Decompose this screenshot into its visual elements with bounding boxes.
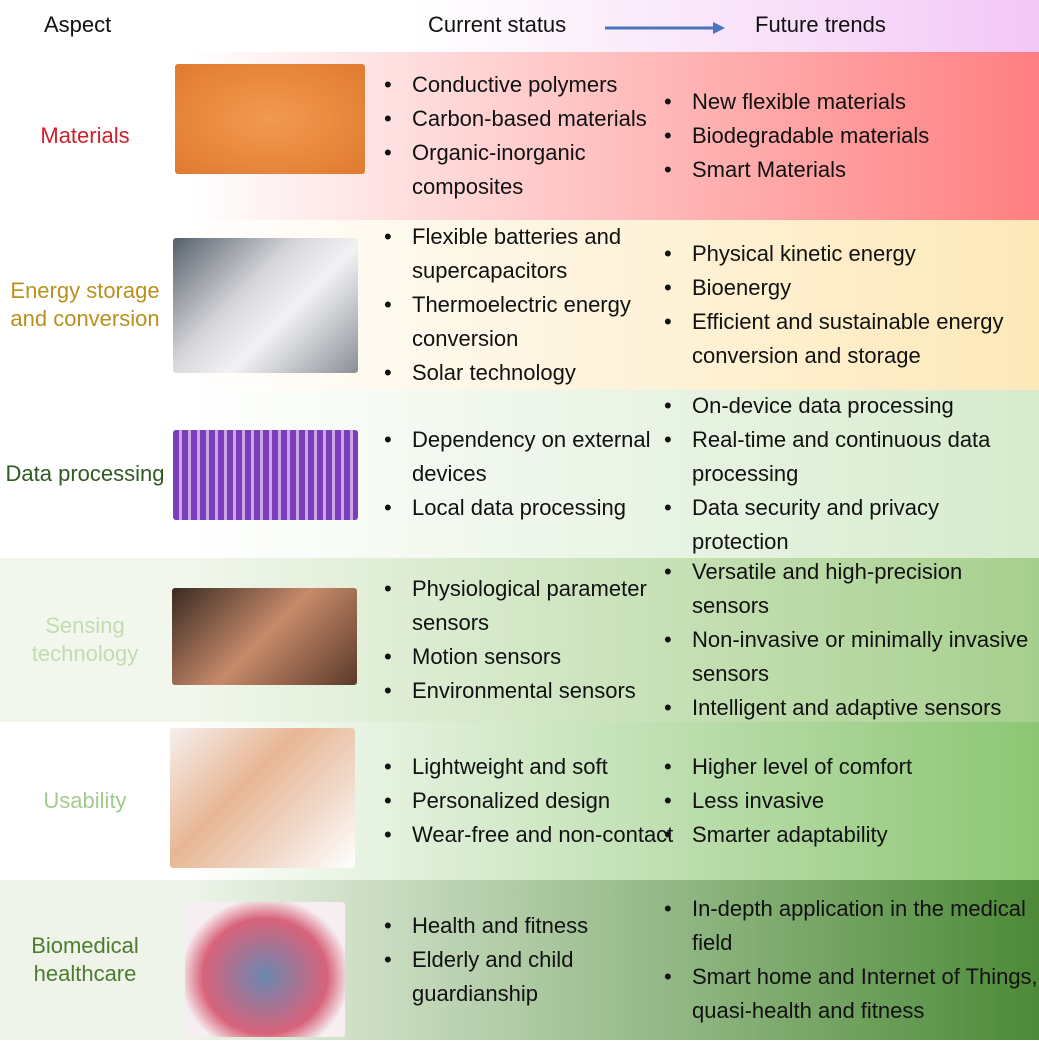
current-status-list: Conductive polymersCarbon-based material… xyxy=(384,52,674,220)
list-item: Higher level of comfort xyxy=(664,750,1039,784)
list-item: Physical kinetic energy xyxy=(664,237,1039,271)
list-item: Data security and privacy protection xyxy=(664,491,1039,559)
row-energy-storage-and-conversion: Energy storage and conversion Flexible ba… xyxy=(0,220,1039,390)
list-item: Personalized design xyxy=(384,784,674,818)
list-item: Biodegradable materials xyxy=(664,119,1039,153)
list-item: Less invasive xyxy=(664,784,1039,818)
flexible-battery-on-arm-image xyxy=(173,238,358,373)
list-item: Intelligent and adaptive sensors xyxy=(664,691,1039,725)
row-biomedical-healthcare: Biomedical healthcare Health and fitnessE… xyxy=(0,880,1039,1040)
row-data-processing: Data processing Dependency on external de… xyxy=(0,389,1039,559)
future-status-list: New flexible materialsBiodegradable mate… xyxy=(664,52,1039,220)
list-item: Real-time and continuous data processing xyxy=(664,423,1039,491)
list-item: Wear-free and non-contact xyxy=(384,818,674,852)
list-item: Organic-inorganic composites xyxy=(384,136,674,204)
list-item: Solar technology xyxy=(384,356,674,390)
list-item: In-depth application in the medical fiel… xyxy=(664,892,1039,960)
row-materials: Materials Conductive polymersCarbon-based… xyxy=(0,52,1039,220)
list-item: Flexible batteries and supercapacitors xyxy=(384,220,674,288)
list-item: Thermoelectric energy conversion xyxy=(384,288,674,356)
list-item: Dependency on external devices xyxy=(384,423,674,491)
current-status-list: Health and fitnessElderly and child guar… xyxy=(384,880,674,1040)
aspect-header: Aspect xyxy=(44,12,112,37)
future-status-list: On-device data processingReal-time and c… xyxy=(664,389,1039,559)
list-item: Smarter adaptability xyxy=(664,818,1039,852)
list-item: Efficient and sustainable energy convers… xyxy=(664,305,1039,373)
arrow-right-icon xyxy=(605,22,725,34)
list-item: Smart Materials xyxy=(664,153,1039,187)
row-sensing-technology: Sensing technology Physiological paramete… xyxy=(0,555,1039,725)
current-status-header: Current status xyxy=(428,12,567,37)
header-row: Aspect Current status Future trends xyxy=(0,0,1039,52)
list-item: New flexible materials xyxy=(664,85,1039,119)
list-item: Local data processing xyxy=(384,491,674,525)
row-usability: Usability Lightweight and softPersonalize… xyxy=(0,722,1039,880)
list-item: Elderly and child guardianship xyxy=(384,943,674,1011)
list-item: Motion sensors xyxy=(384,640,674,674)
aspect-label: Biomedical healthcare xyxy=(31,933,139,986)
list-item: Carbon-based materials xyxy=(384,102,674,136)
wireless-wearable-man-image xyxy=(170,728,355,868)
list-item: On-device data processing xyxy=(664,389,1039,423)
list-item: Health and fitness xyxy=(384,909,674,943)
list-item: Conductive polymers xyxy=(384,68,674,102)
future-status-list: Versatile and high-precision sensorsNon-… xyxy=(664,555,1039,725)
future-status-list: Higher level of comfortLess invasiveSmar… xyxy=(664,722,1039,880)
list-item: Versatile and high-precision sensors xyxy=(664,555,1039,623)
skin-sensor-patch-image xyxy=(172,588,357,685)
electrode-array-circuit-image xyxy=(173,430,358,520)
future-status-list: In-depth application in the medical fiel… xyxy=(664,880,1039,1040)
future-status-list: Physical kinetic energyBioenergyEfficien… xyxy=(664,220,1039,390)
aspect-label: Materials xyxy=(40,123,130,148)
aspect-label: Energy storage and conversion xyxy=(10,278,160,331)
current-status-list: Flexible batteries and supercapacitorsTh… xyxy=(384,220,674,390)
current-status-list: Physiological parameter sensorsMotion se… xyxy=(384,558,674,722)
aspect-label: Sensing technology xyxy=(31,613,139,666)
flexible-2d-materials-sheet-image xyxy=(175,64,365,174)
cardiac-jacket-heart-image xyxy=(185,902,345,1037)
aspect-label: Usability xyxy=(43,788,127,813)
list-item: Bioenergy xyxy=(664,271,1039,305)
aspect-label: Data processing xyxy=(5,461,165,486)
future-trends-header: Future trends xyxy=(755,12,886,37)
list-item: Lightweight and soft xyxy=(384,750,674,784)
list-item: Physiological parameter sensors xyxy=(384,572,674,640)
current-status-list: Lightweight and softPersonalized designW… xyxy=(384,722,674,880)
list-item: Smart home and Internet of Things, quasi… xyxy=(664,960,1039,1028)
current-status-list: Dependency on external devicesLocal data… xyxy=(384,390,674,558)
list-item: Non-invasive or minimally invasive senso… xyxy=(664,623,1039,691)
list-item: Environmental sensors xyxy=(384,674,674,708)
